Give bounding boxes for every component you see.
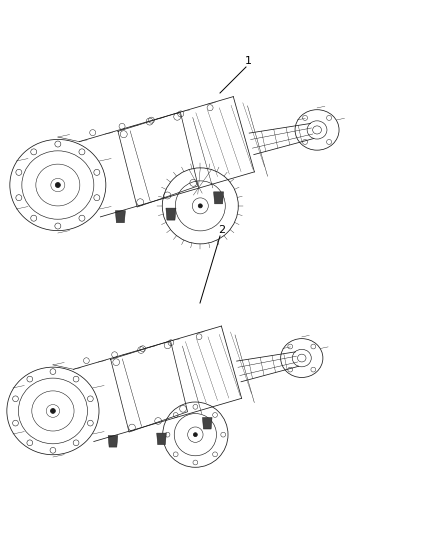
Polygon shape: [214, 192, 224, 204]
Polygon shape: [108, 435, 118, 447]
Polygon shape: [115, 211, 125, 223]
Circle shape: [50, 409, 55, 414]
Polygon shape: [202, 417, 212, 429]
Polygon shape: [157, 433, 166, 445]
Polygon shape: [166, 208, 176, 220]
Text: 2: 2: [219, 225, 226, 235]
Text: 1: 1: [244, 56, 251, 66]
Circle shape: [55, 182, 60, 188]
Circle shape: [194, 433, 197, 437]
Circle shape: [198, 204, 202, 208]
